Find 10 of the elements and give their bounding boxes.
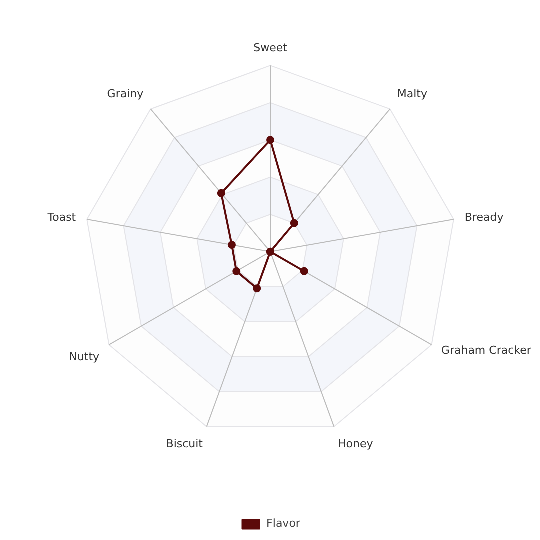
- spoke-label: Nutty: [69, 350, 100, 364]
- spoke-label: Grainy: [107, 88, 144, 101]
- spoke-label: Toast: [46, 211, 77, 224]
- spoke-label: Biscuit: [166, 437, 204, 450]
- spoke-label: Graham Cracker: [441, 344, 532, 358]
- spoke-label: Bready: [464, 211, 504, 224]
- spoke-label: Malty: [397, 88, 428, 101]
- spoke-label: Honey: [338, 437, 374, 450]
- spoke-label: Sweet: [254, 42, 288, 54]
- legend-label: Flavor: [266, 517, 300, 530]
